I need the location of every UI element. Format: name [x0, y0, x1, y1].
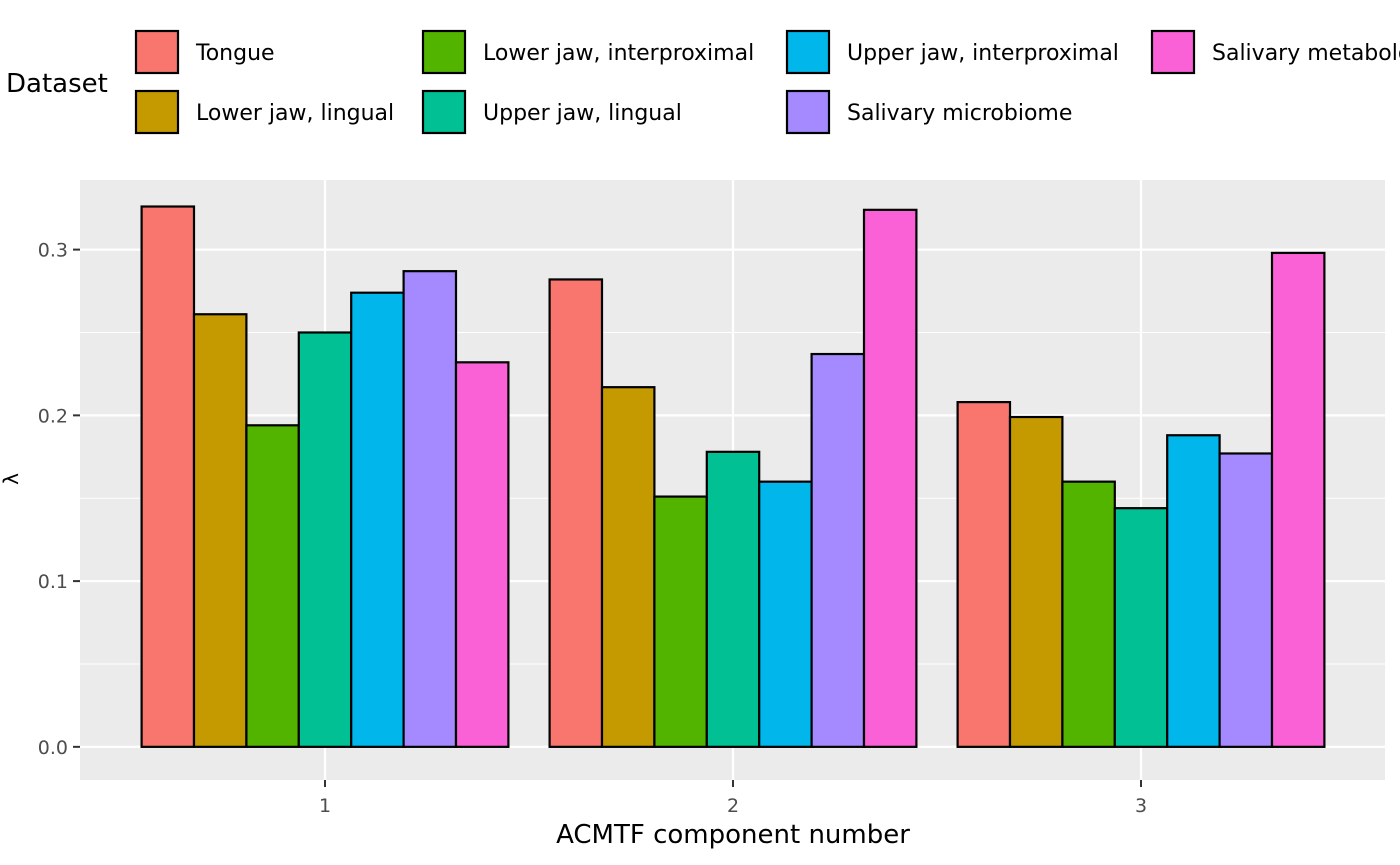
legend-swatch [421, 89, 467, 135]
x-axis-title: ACMTF component number [556, 820, 910, 850]
bar-tongue-1 [140, 205, 196, 748]
legend-label: Upper jaw, interproximal [847, 41, 1119, 66]
bar-salivary-microbiome-3 [1218, 452, 1274, 748]
x-tick-label: 1 [319, 795, 331, 817]
legend-swatch [1150, 29, 1196, 75]
bar-tongue-2 [548, 278, 604, 748]
legend-swatch [134, 89, 180, 135]
legend-label: Salivary microbiome [847, 101, 1072, 126]
bar-salivary-microbiome-2 [810, 352, 866, 748]
bar-upper-jaw-interproximal-2 [758, 480, 813, 748]
bars [140, 205, 1326, 748]
y-tick-label: 0.3 [38, 240, 68, 262]
y-tick-label: 0.0 [38, 737, 68, 759]
bar-upper-jaw-lingual-1 [297, 331, 353, 748]
y-tick-label: 0.2 [38, 405, 68, 427]
legend-label: Upper jaw, lingual [483, 101, 682, 126]
bar-lower-jaw-interproximal-2 [653, 495, 708, 748]
bar-lower-jaw-lingual-3 [1008, 415, 1064, 748]
legend-label: Lower jaw, interproximal [483, 41, 754, 66]
bar-salivary-microbiome-1 [402, 270, 458, 748]
x-tick-label: 2 [727, 795, 739, 817]
bar-lower-jaw-lingual-1 [192, 313, 248, 748]
bar-salivary-metabolome-3 [1270, 251, 1326, 748]
bar-salivary-metabolome-1 [454, 361, 510, 748]
legend-item-upper-jaw-interproximal: Upper jaw, interproximal [785, 29, 1119, 75]
legend-item-salivary-microbiome: Salivary microbiome [785, 89, 1072, 135]
legend-swatch [785, 29, 831, 75]
legend-item-tongue: Tongue [134, 29, 275, 75]
legend-label: Lower jaw, lingual [196, 101, 394, 126]
x-axis: 1 2 3 [319, 780, 1147, 817]
legend-item-salivary-metabolome: Salivary metabolome [1150, 29, 1400, 75]
legend-title: Dataset [6, 69, 108, 99]
legend-swatch [421, 29, 467, 75]
bar-lower-jaw-interproximal-3 [1061, 480, 1116, 748]
legend-item-upper-jaw-lingual: Upper jaw, lingual [421, 89, 682, 135]
legend-label: Salivary metabolome [1212, 41, 1400, 66]
legend: Dataset Tongue Lower jaw, lingual Lower ja… [6, 29, 1400, 135]
bar-upper-jaw-lingual-3 [1113, 507, 1169, 748]
bar-upper-jaw-lingual-2 [705, 450, 761, 748]
bar-upper-jaw-interproximal-3 [1166, 434, 1221, 748]
y-tick-label: 0.1 [38, 571, 68, 593]
legend-swatch [134, 29, 180, 75]
bar-upper-jaw-interproximal-1 [350, 291, 405, 748]
x-tick-label: 3 [1135, 795, 1147, 817]
bar-lower-jaw-lingual-2 [600, 386, 656, 748]
bar-tongue-3 [956, 400, 1012, 748]
legend-item-lower-jaw-interproximal: Lower jaw, interproximal [421, 29, 754, 75]
y-axis-title: λ [0, 473, 23, 485]
bar-lower-jaw-interproximal-1 [245, 424, 300, 748]
legend-label: Tongue [195, 41, 275, 66]
legend-item-lower-jaw-lingual: Lower jaw, lingual [134, 89, 394, 135]
y-axis: 0.0 0.1 0.2 0.3 [38, 240, 80, 759]
bar-salivary-metabolome-2 [862, 208, 918, 748]
legend-swatch [785, 89, 831, 135]
